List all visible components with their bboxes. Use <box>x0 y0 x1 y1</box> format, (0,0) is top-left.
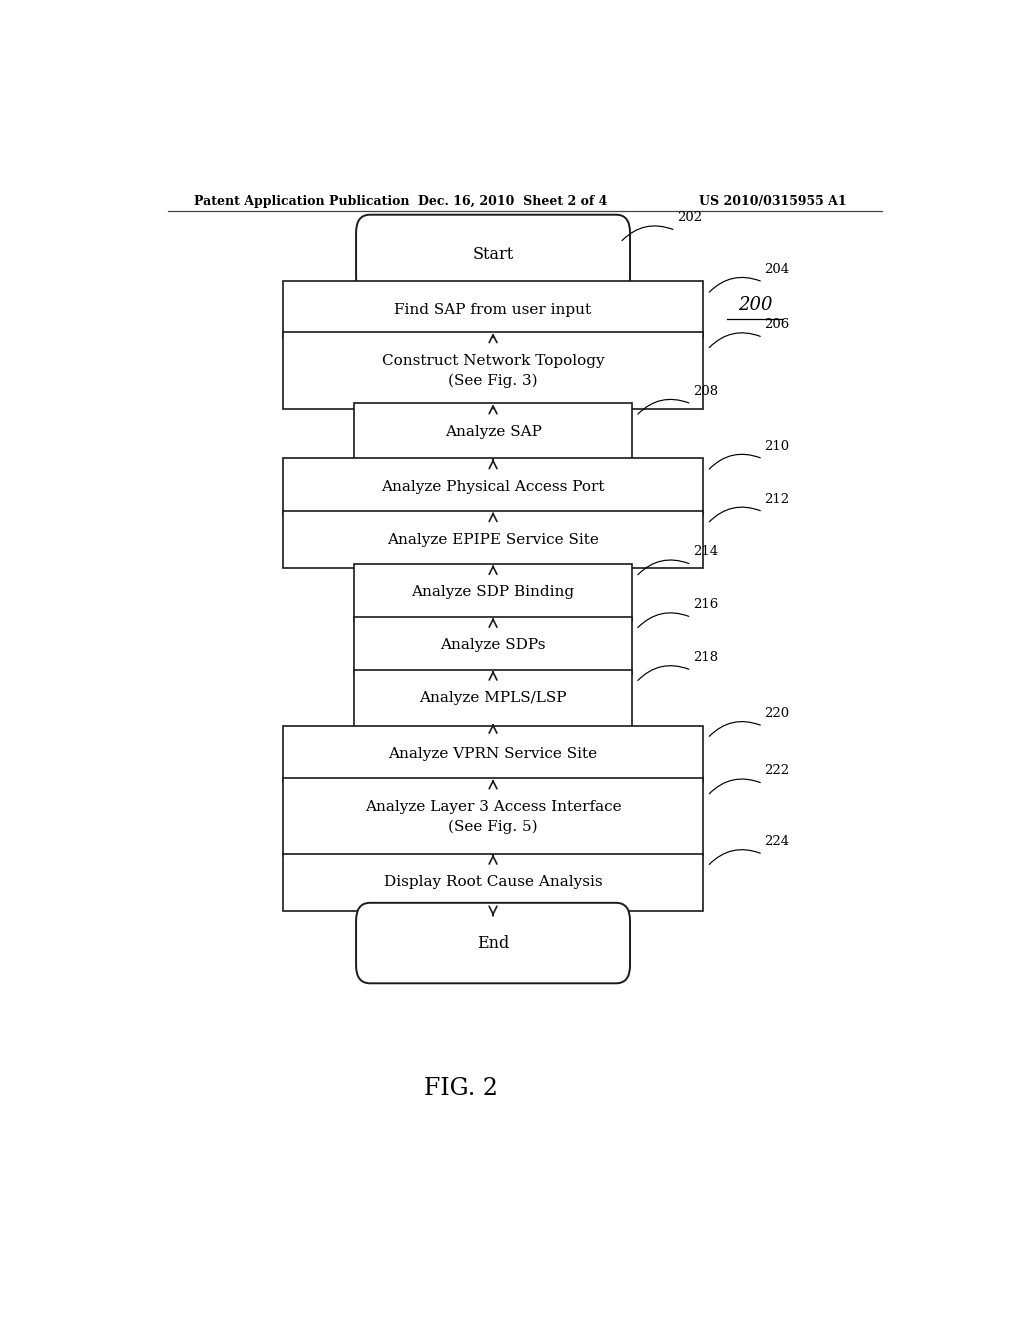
Bar <box>283 854 703 911</box>
Bar <box>354 616 632 673</box>
Text: 222: 222 <box>765 764 790 777</box>
Text: Dec. 16, 2010  Sheet 2 of 4: Dec. 16, 2010 Sheet 2 of 4 <box>418 194 607 207</box>
Text: Analyze Layer 3 Access Interface
(See Fig. 5): Analyze Layer 3 Access Interface (See Fi… <box>365 800 622 834</box>
Text: Analyze MPLS/LSP: Analyze MPLS/LSP <box>419 692 567 705</box>
Text: Construct Network Topology
(See Fig. 3): Construct Network Topology (See Fig. 3) <box>382 354 604 388</box>
Text: Display Root Cause Analysis: Display Root Cause Analysis <box>384 875 602 890</box>
Bar <box>354 564 632 620</box>
Text: Start: Start <box>472 247 514 264</box>
Text: 208: 208 <box>693 385 718 397</box>
Text: 220: 220 <box>765 708 790 721</box>
Text: Analyze Physical Access Port: Analyze Physical Access Port <box>381 479 605 494</box>
Text: End: End <box>477 935 509 952</box>
Text: Analyze SAP: Analyze SAP <box>444 425 542 438</box>
Text: 204: 204 <box>765 263 790 276</box>
FancyBboxPatch shape <box>356 215 630 296</box>
Bar <box>283 511 703 568</box>
Text: 224: 224 <box>765 836 790 849</box>
Text: 200: 200 <box>737 296 772 314</box>
Bar <box>283 281 703 338</box>
Text: 206: 206 <box>765 318 790 331</box>
Text: 210: 210 <box>765 440 790 453</box>
Text: 216: 216 <box>693 598 718 611</box>
FancyBboxPatch shape <box>356 903 630 983</box>
Text: Find SAP from user input: Find SAP from user input <box>394 302 592 317</box>
Bar <box>283 726 703 783</box>
Text: Patent Application Publication: Patent Application Publication <box>194 194 410 207</box>
Text: 212: 212 <box>765 492 790 506</box>
Text: 214: 214 <box>693 545 718 558</box>
Text: US 2010/0315955 A1: US 2010/0315955 A1 <box>699 194 847 207</box>
Text: 218: 218 <box>693 651 718 664</box>
Bar <box>283 779 703 855</box>
Text: 202: 202 <box>677 211 702 224</box>
Bar <box>283 458 703 515</box>
Text: Analyze SDP Binding: Analyze SDP Binding <box>412 585 574 599</box>
Text: Analyze VPRN Service Site: Analyze VPRN Service Site <box>388 747 598 762</box>
Text: Analyze SDPs: Analyze SDPs <box>440 639 546 652</box>
Text: FIG. 2: FIG. 2 <box>424 1077 499 1100</box>
Bar <box>354 404 632 461</box>
Bar <box>283 333 703 409</box>
Bar <box>354 669 632 726</box>
Text: Analyze EPIPE Service Site: Analyze EPIPE Service Site <box>387 532 599 546</box>
